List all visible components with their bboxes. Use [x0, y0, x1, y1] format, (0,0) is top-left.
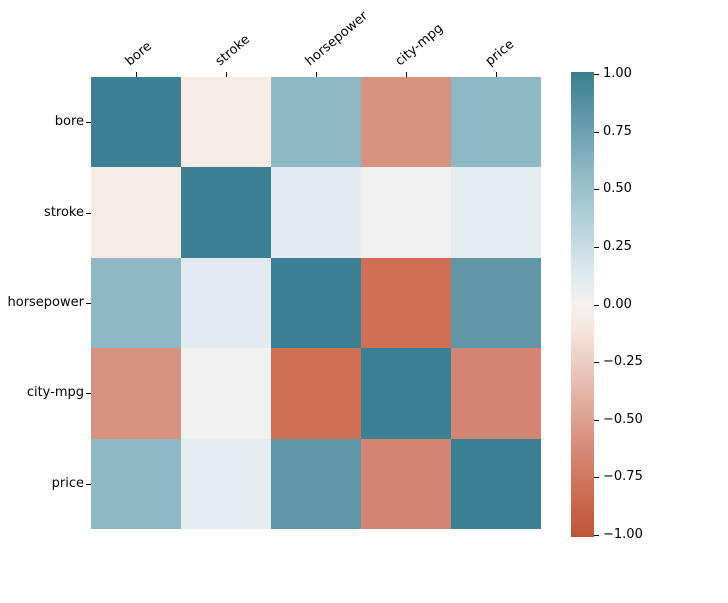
heatmap-grid [91, 77, 541, 529]
y-tick-label-stroke: stroke [44, 204, 84, 220]
y-tick-mark [86, 393, 91, 395]
x-tick-label-horsepower: horsepower [302, 8, 371, 70]
x-tick-mark [496, 72, 497, 77]
heatmap-cell-city-mpg-horsepower [271, 348, 361, 439]
heatmap-cell-city-mpg-city-mpg [361, 348, 451, 439]
heatmap-cell-horsepower-price [451, 257, 541, 349]
heatmap-cell-stroke-city-mpg [361, 167, 451, 258]
colorbar-tick-label: 0.75 [603, 123, 632, 139]
y-tick-mark [86, 122, 91, 124]
heatmap-cell-bore-price [451, 77, 541, 168]
x-tick-label-city-mpg: city-mpg [392, 20, 447, 70]
x-tick-mark [226, 72, 227, 77]
colorbar-tick-label: 0.50 [603, 181, 632, 197]
heatmap-cell-stroke-bore [91, 167, 181, 258]
colorbar-tick-mark [594, 419, 599, 421]
heatmap-cell-price-bore [91, 438, 181, 529]
colorbar-tick-mark [594, 246, 599, 248]
y-tick-mark [86, 483, 91, 485]
heatmap-cell-bore-horsepower [271, 77, 361, 168]
x-tick-label-price: price [482, 36, 518, 70]
colorbar-tick-mark [594, 74, 599, 75]
heatmap-cell-stroke-price [451, 167, 541, 258]
colorbar-tick-mark [594, 131, 599, 133]
x-tick-label-bore: bore [122, 38, 155, 70]
x-tick-mark [136, 72, 137, 77]
colorbar-tick-label: 0.00 [603, 296, 632, 312]
colorbar-tick-mark [594, 477, 599, 479]
colorbar-tick-mark [594, 535, 599, 536]
heatmap-cell-horsepower-bore [91, 257, 181, 349]
colorbar-tick-mark [594, 304, 599, 306]
colorbar-tick-label: −0.50 [603, 411, 643, 427]
heatmap-cell-price-price [451, 438, 541, 529]
colorbar-tick-label: −0.75 [603, 469, 643, 485]
colorbar-tick-label: −0.25 [603, 354, 643, 370]
heatmap-cell-price-city-mpg [361, 438, 451, 529]
x-tick-mark [316, 72, 317, 77]
y-tick-label-horsepower: horsepower [7, 295, 85, 310]
heatmap-cell-bore-stroke [181, 77, 271, 168]
y-tick-label-bore: bore [54, 114, 84, 130]
colorbar-tick-mark [594, 189, 599, 191]
y-tick-mark [86, 212, 91, 214]
colorbar-tick-mark [594, 362, 599, 364]
colorbar [571, 72, 594, 537]
heatmap-cell-city-mpg-price [451, 348, 541, 439]
y-tick-mark [86, 303, 91, 304]
colorbar-tick-label: 1.00 [603, 66, 632, 81]
heatmap-cell-stroke-stroke [181, 167, 271, 258]
colorbar-tick-label: −1.00 [603, 527, 643, 542]
y-tick-label-city-mpg: city-mpg [26, 385, 84, 401]
x-tick-mark [406, 72, 407, 77]
heatmap-cell-price-horsepower [271, 438, 361, 529]
heatmap-cell-horsepower-city-mpg [361, 257, 451, 349]
heatmap-cell-city-mpg-bore [91, 348, 181, 439]
heatmap-cell-horsepower-horsepower [271, 257, 361, 349]
heatmap-cell-bore-bore [91, 77, 181, 168]
y-tick-label-price: price [51, 475, 84, 491]
colorbar-tick-label: 0.25 [603, 238, 632, 254]
heatmap-cell-bore-city-mpg [361, 77, 451, 168]
heatmap-cell-price-stroke [181, 438, 271, 529]
heatmap-cell-stroke-horsepower [271, 167, 361, 258]
x-tick-label-stroke: stroke [212, 32, 253, 70]
heatmap-cell-city-mpg-stroke [181, 348, 271, 439]
heatmap-cell-horsepower-stroke [181, 257, 271, 349]
